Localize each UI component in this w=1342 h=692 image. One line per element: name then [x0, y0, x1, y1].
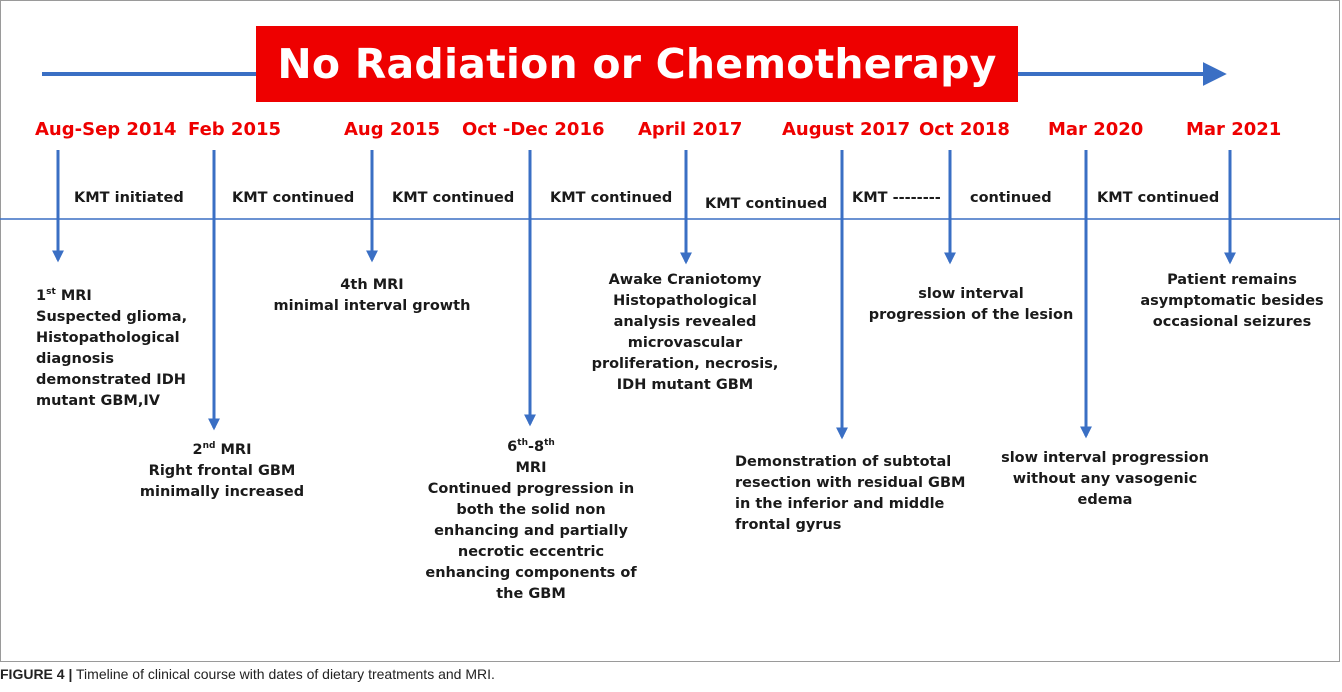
event-text-3: 4th MRI minimal interval growth: [273, 277, 471, 314]
date-label: August 2017: [782, 119, 911, 140]
event-text-6: Demonstration of subtotal resection with…: [735, 454, 966, 533]
event-text-5: Awake Craniotomy Histopathological analy…: [591, 272, 779, 393]
caption-label: FIGURE 4 |: [0, 666, 73, 682]
date-label: Mar 2020: [1048, 119, 1144, 140]
event-mri-title: 6th-8th: [507, 438, 555, 455]
event-text-2: 2nd MRI Right frontal GBM minimally incr…: [128, 440, 316, 503]
segment-label: KMT continued: [705, 196, 828, 212]
segment-label: KMT initiated: [74, 190, 184, 206]
segment-label: continued: [970, 190, 1052, 206]
figure-caption: FIGURE 4 | Timeline of clinical course w…: [0, 666, 495, 682]
date-label: Mar 2021: [1186, 119, 1282, 140]
event-mri-title: 2nd MRI: [192, 441, 252, 458]
date-label: Oct 2018: [919, 119, 1010, 140]
caption-text: Timeline of clinical course with dates o…: [72, 666, 495, 682]
figure-frame: [0, 0, 1340, 662]
event-mri-title: 1st MRI: [36, 287, 92, 304]
segment-label: KMT --------: [852, 190, 941, 206]
segment-label: KMT continued: [1097, 190, 1220, 206]
event-text-1: 1st MRI Suspected glioma, Histopathologi…: [36, 287, 188, 409]
event-text-4: 6th-8th MRI Continued progression in bot…: [418, 437, 644, 605]
banner: No Radiation or Chemotherapy: [256, 26, 1018, 102]
segment-label: KMT continued: [550, 190, 673, 206]
event-text-8: slow interval progression without any va…: [1001, 450, 1209, 508]
date-label: Oct -Dec 2016: [462, 119, 605, 140]
date-label: Aug-Sep 2014: [35, 119, 177, 140]
segment-label: KMT continued: [232, 190, 355, 206]
segment-label: KMT continued: [392, 190, 515, 206]
date-label: Aug 2015: [344, 119, 440, 140]
date-label: Feb 2015: [188, 119, 282, 140]
date-label: April 2017: [638, 119, 743, 140]
event-text-7: slow interval progression of the lesion: [868, 286, 1074, 323]
event-text-9: Patient remains asymptomatic besides occ…: [1140, 272, 1324, 330]
